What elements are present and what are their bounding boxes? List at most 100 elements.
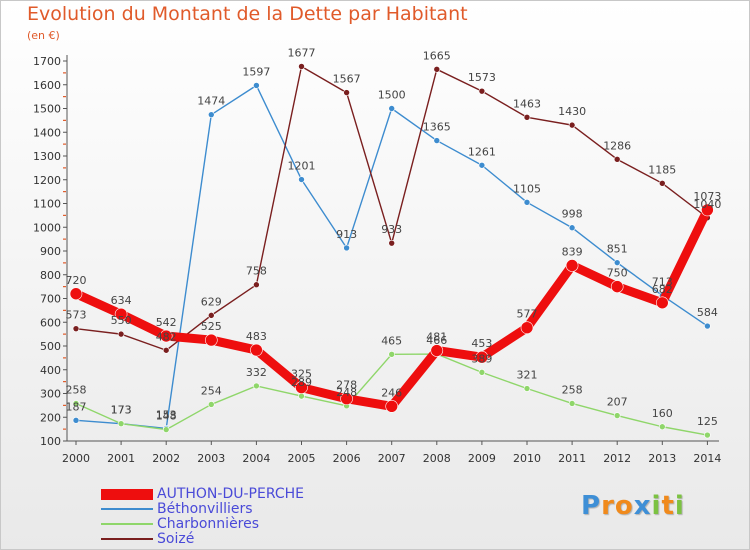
data-label-authon-du-perche: 577 bbox=[517, 308, 538, 321]
data-point-b-thonvilliers bbox=[343, 244, 350, 252]
data-label-authon-du-perche: 246 bbox=[381, 386, 402, 399]
chart-title: Evolution du Montant de la Dette par Hab… bbox=[27, 3, 468, 25]
data-label-b-thonvilliers: 1365 bbox=[423, 121, 451, 134]
data-point-charbonni-res bbox=[162, 426, 170, 433]
data-point-authon-du-perche bbox=[295, 381, 308, 394]
data-point-b-thonvilliers bbox=[208, 111, 215, 118]
data-point-b-thonvilliers bbox=[72, 417, 80, 424]
y-tick-label: 1100 bbox=[33, 198, 61, 211]
data-label-authon-du-perche: 839 bbox=[562, 245, 583, 258]
data-label-soiz-: 550 bbox=[111, 314, 132, 327]
x-tick-label: 2008 bbox=[423, 452, 451, 465]
x-tick-label: 2010 bbox=[513, 452, 541, 465]
data-label-b-thonvilliers: 173 bbox=[111, 404, 132, 417]
data-point-charbonni-res bbox=[704, 431, 711, 439]
data-label-b-thonvilliers: 913 bbox=[336, 228, 357, 241]
logo-letter: o bbox=[614, 491, 634, 521]
data-label-authon-du-perche: 542 bbox=[156, 316, 177, 329]
data-label-soiz-: 1040 bbox=[693, 198, 721, 211]
data-label-authon-du-perche: 1073 bbox=[693, 190, 721, 203]
data-label-b-thonvilliers: 713 bbox=[652, 275, 673, 288]
x-tick-label: 2004 bbox=[242, 452, 270, 465]
data-point-authon-du-perche bbox=[610, 280, 624, 293]
data-point-authon-du-perche bbox=[565, 259, 579, 272]
data-label-b-thonvilliers: 187 bbox=[66, 400, 87, 413]
data-label-soiz-: 482 bbox=[156, 330, 177, 343]
data-point-soiz- bbox=[658, 180, 666, 187]
data-point-authon-du-perche bbox=[114, 307, 128, 321]
data-label-authon-du-perche: 682 bbox=[652, 283, 673, 296]
legend-label: Soizé bbox=[157, 531, 195, 547]
data-label-b-thonvilliers: 1261 bbox=[468, 145, 496, 158]
data-label-authon-du-perche: 483 bbox=[246, 330, 267, 343]
data-point-charbonni-res bbox=[72, 400, 80, 407]
data-label-soiz-: 1286 bbox=[603, 139, 631, 152]
data-point-authon-du-perche bbox=[205, 333, 218, 347]
legend-label: Charbonnières bbox=[157, 516, 260, 532]
y-tick-label: 100 bbox=[40, 435, 61, 448]
legend-swatch bbox=[101, 538, 153, 540]
data-label-charbonni-res: 321 bbox=[517, 369, 538, 382]
y-tick-label: 500 bbox=[40, 340, 61, 353]
data-point-charbonni-res bbox=[388, 351, 396, 358]
logo-letter: i bbox=[674, 491, 685, 521]
data-label-charbonni-res: 258 bbox=[66, 383, 87, 396]
data-label-soiz-: 573 bbox=[66, 309, 87, 322]
data-point-b-thonvilliers bbox=[613, 259, 621, 266]
data-point-authon-du-perche bbox=[520, 321, 534, 335]
data-point-charbonni-res bbox=[478, 369, 486, 376]
chart-subtitle: (en €) bbox=[27, 29, 60, 42]
x-tick-label: 2014 bbox=[693, 452, 721, 465]
data-label-soiz-: 1567 bbox=[333, 73, 361, 86]
data-label-authon-du-perche: 481 bbox=[426, 331, 447, 344]
data-point-soiz- bbox=[208, 312, 215, 319]
data-label-b-thonvilliers: 1105 bbox=[513, 182, 541, 195]
data-label-authon-du-perche: 453 bbox=[471, 337, 492, 350]
data-point-charbonni-res bbox=[568, 400, 576, 407]
data-label-b-thonvilliers: 1201 bbox=[288, 160, 316, 173]
legend-item: AUTHON-DU-PERCHE bbox=[101, 486, 304, 502]
legend-swatch bbox=[101, 488, 153, 500]
data-point-b-thonvilliers bbox=[388, 105, 396, 112]
data-label-charbonni-res: 389 bbox=[471, 352, 492, 365]
proxiti-logo: Proxiti bbox=[581, 491, 685, 521]
data-label-charbonni-res: 173 bbox=[111, 404, 132, 417]
data-label-authon-du-perche: 750 bbox=[607, 267, 628, 280]
data-point-soiz- bbox=[343, 89, 350, 96]
data-label-b-thonvilliers: 1500 bbox=[378, 89, 406, 102]
data-point-authon-du-perche bbox=[475, 350, 489, 364]
data-point-charbonni-res bbox=[117, 420, 125, 427]
data-point-charbonni-res bbox=[658, 423, 666, 431]
data-point-charbonni-res bbox=[298, 392, 305, 400]
data-point-authon-du-perche bbox=[250, 343, 263, 357]
x-tick-label: 2005 bbox=[288, 452, 316, 465]
data-point-b-thonvilliers bbox=[704, 322, 711, 330]
x-tick-label: 2006 bbox=[333, 452, 361, 465]
data-point-authon-du-perche bbox=[655, 296, 669, 310]
data-label-charbonni-res: 207 bbox=[607, 396, 628, 409]
y-tick-label: 1400 bbox=[33, 126, 61, 139]
y-tick-label: 800 bbox=[40, 269, 61, 282]
y-tick-label: 700 bbox=[40, 293, 61, 306]
logo-letter: x bbox=[633, 491, 652, 521]
logo-letter: P bbox=[581, 491, 602, 521]
data-point-soiz- bbox=[388, 239, 396, 247]
data-point-charbonni-res bbox=[208, 401, 215, 408]
data-label-b-thonvilliers: 1474 bbox=[197, 95, 225, 108]
data-label-charbonni-res: 148 bbox=[156, 410, 177, 423]
logo-letter: t bbox=[661, 491, 675, 521]
y-tick-label: 900 bbox=[40, 245, 61, 258]
data-point-soiz- bbox=[433, 66, 441, 73]
data-point-b-thonvilliers bbox=[478, 161, 486, 169]
series-line-b-thonvilliers bbox=[75, 84, 708, 430]
data-point-soiz- bbox=[613, 156, 621, 163]
legend-label: Béthonvilliers bbox=[157, 501, 253, 517]
data-point-b-thonvilliers bbox=[253, 82, 260, 89]
data-label-b-thonvilliers: 584 bbox=[697, 306, 718, 319]
data-point-soiz- bbox=[478, 87, 486, 95]
data-point-b-thonvilliers bbox=[298, 176, 305, 183]
data-label-b-thonvilliers: 1597 bbox=[242, 65, 270, 78]
data-point-soiz- bbox=[523, 113, 531, 121]
